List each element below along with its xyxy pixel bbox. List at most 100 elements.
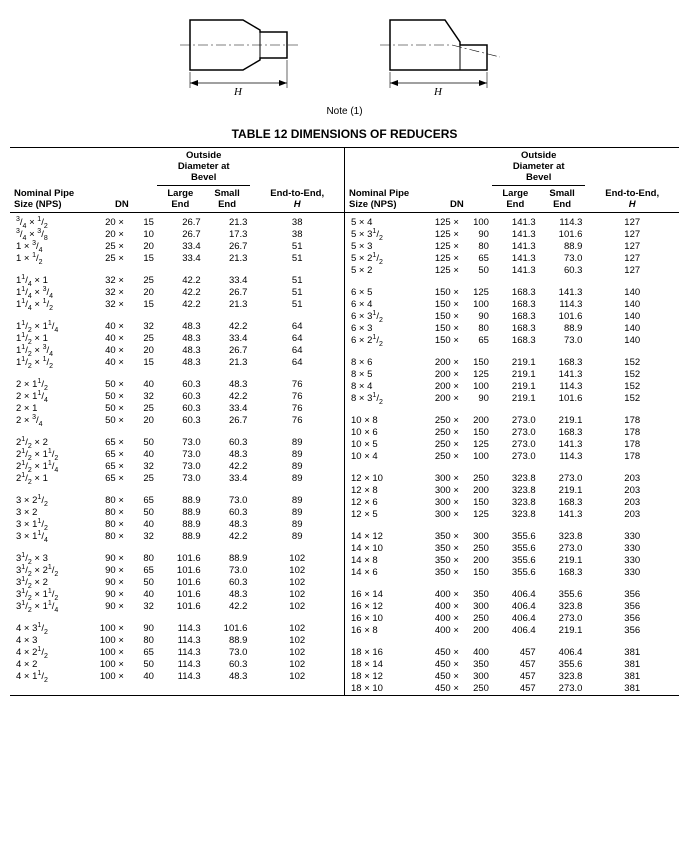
table-row: 1 × 1/225 ×1533.421.351 bbox=[10, 253, 344, 265]
cell-nps: 4 × 31/2 bbox=[10, 623, 87, 635]
cell-dn: 450 × bbox=[422, 683, 462, 695]
cell-h: 152 bbox=[585, 357, 679, 369]
cell-nps: 6 × 3 bbox=[345, 323, 422, 335]
cell-nps: 10 × 5 bbox=[345, 439, 422, 451]
cell-dn2: 10 bbox=[127, 229, 157, 241]
cell-h: 178 bbox=[585, 439, 679, 451]
cell-small-end: 73.0 bbox=[204, 647, 251, 659]
cell-dn: 20 × bbox=[87, 217, 127, 229]
cell-h: 178 bbox=[585, 415, 679, 427]
col-h: End-to-End,H bbox=[585, 148, 679, 213]
cell-large-end: 273.0 bbox=[492, 415, 539, 427]
cell-large-end: 219.1 bbox=[492, 357, 539, 369]
cell-dn2: 200 bbox=[462, 555, 492, 567]
cell-dn: 80 × bbox=[87, 519, 127, 531]
cell-small-end: 21.3 bbox=[204, 217, 251, 229]
table-row: 31/2 × 11/490 ×32101.642.2102 bbox=[10, 601, 344, 613]
cell-dn2: 32 bbox=[127, 461, 157, 473]
cell-dn: 65 × bbox=[87, 461, 127, 473]
cell-small-end: 60.3 bbox=[204, 437, 251, 449]
cell-nps: 4 × 2 bbox=[10, 659, 87, 671]
cell-large-end: 42.2 bbox=[157, 287, 204, 299]
cell-dn2: 65 bbox=[462, 335, 492, 347]
cell-small-end: 48.3 bbox=[204, 519, 251, 531]
cell-dn: 350 × bbox=[422, 543, 462, 555]
cell-small-end: 168.3 bbox=[539, 567, 586, 579]
cell-dn2: 40 bbox=[127, 379, 157, 391]
cell-small-end: 88.9 bbox=[204, 635, 251, 647]
cell-large-end: 457 bbox=[492, 671, 539, 683]
cell-dn: 32 × bbox=[87, 287, 127, 299]
cell-dn2: 15 bbox=[127, 253, 157, 265]
cell-large-end: 457 bbox=[492, 659, 539, 671]
cell-dn2: 32 bbox=[127, 391, 157, 403]
cell-small-end: 141.3 bbox=[539, 369, 586, 381]
cell-small-end: 101.6 bbox=[204, 623, 251, 635]
cell-nps: 3/4 × 3/8 bbox=[10, 229, 87, 241]
table-row: 31/2 × 21/290 ×65101.673.0102 bbox=[10, 565, 344, 577]
cell-small-end: 60.3 bbox=[204, 507, 251, 519]
table-title: TABLE 12 DIMENSIONS OF REDUCERS bbox=[10, 127, 679, 141]
cell-small-end: 26.7 bbox=[204, 345, 251, 357]
cell-small-end: 323.8 bbox=[539, 601, 586, 613]
cell-small-end: 73.0 bbox=[539, 253, 586, 265]
cell-dn2: 65 bbox=[127, 495, 157, 507]
cell-h: 356 bbox=[585, 589, 679, 601]
table-row: 4 × 2100 ×50114.360.3102 bbox=[10, 659, 344, 671]
cell-small-end: 33.4 bbox=[204, 473, 251, 485]
cell-dn2: 150 bbox=[462, 497, 492, 509]
cell-h: 140 bbox=[585, 299, 679, 311]
cell-large-end: 88.9 bbox=[157, 531, 204, 543]
cell-dn2: 80 bbox=[462, 323, 492, 335]
table-row: 6 × 3150 ×80168.388.9140 bbox=[345, 323, 679, 335]
cell-h: 102 bbox=[250, 553, 344, 565]
cell-small-end: 219.1 bbox=[539, 555, 586, 567]
cell-small-end: 219.1 bbox=[539, 625, 586, 637]
cell-small-end: 219.1 bbox=[539, 485, 586, 497]
table-row: 3 × 21/280 ×6588.973.089 bbox=[10, 495, 344, 507]
table-row: 10 × 4250 ×100273.0114.3178 bbox=[345, 451, 679, 463]
cell-small-end: 219.1 bbox=[539, 415, 586, 427]
cell-dn: 250 × bbox=[422, 451, 462, 463]
cell-small-end: 141.3 bbox=[539, 439, 586, 451]
cell-dn2: 80 bbox=[127, 635, 157, 647]
cell-dn: 100 × bbox=[87, 671, 127, 683]
cell-h: 330 bbox=[585, 543, 679, 555]
cell-dn2: 250 bbox=[462, 543, 492, 555]
cell-h: 38 bbox=[250, 217, 344, 229]
cell-nps: 21/2 × 1 bbox=[10, 473, 87, 485]
cell-dn2: 40 bbox=[127, 519, 157, 531]
cell-small-end: 88.9 bbox=[204, 553, 251, 565]
cell-large-end: 101.6 bbox=[157, 577, 204, 589]
cell-large-end: 73.0 bbox=[157, 473, 204, 485]
cell-dn2: 125 bbox=[462, 369, 492, 381]
cell-nps: 2 × 1 bbox=[10, 403, 87, 415]
cell-h: 381 bbox=[585, 683, 679, 695]
cell-dn2: 350 bbox=[462, 659, 492, 671]
cell-dn2: 20 bbox=[127, 345, 157, 357]
cell-h: 127 bbox=[585, 241, 679, 253]
cell-h: 330 bbox=[585, 567, 679, 579]
cell-nps: 12 × 5 bbox=[345, 509, 422, 521]
table-row: 31/2 × 390 ×80101.688.9102 bbox=[10, 553, 344, 565]
cell-small-end: 21.3 bbox=[204, 299, 251, 311]
cell-large-end: 141.3 bbox=[492, 241, 539, 253]
cell-h: 89 bbox=[250, 461, 344, 473]
cell-h: 203 bbox=[585, 497, 679, 509]
cell-dn: 300 × bbox=[422, 497, 462, 509]
cell-large-end: 60.3 bbox=[157, 403, 204, 415]
cell-dn: 125 × bbox=[422, 229, 462, 241]
table-row: 4 × 21/2100 ×65114.373.0102 bbox=[10, 647, 344, 659]
table-row: 10 × 6250 ×150273.0168.3178 bbox=[345, 427, 679, 439]
cell-nps: 5 × 2 bbox=[345, 265, 422, 277]
cell-small-end: 17.3 bbox=[204, 229, 251, 241]
cell-dn2: 40 bbox=[127, 671, 157, 683]
cell-large-end: 273.0 bbox=[492, 427, 539, 439]
cell-large-end: 114.3 bbox=[157, 647, 204, 659]
cell-large-end: 457 bbox=[492, 647, 539, 659]
cell-dn: 300 × bbox=[422, 485, 462, 497]
table-row: 5 × 31/2125 ×90141.3101.6127 bbox=[345, 229, 679, 241]
cell-small-end: 114.3 bbox=[539, 451, 586, 463]
cell-small-end: 73.0 bbox=[539, 335, 586, 347]
cell-h: 76 bbox=[250, 379, 344, 391]
